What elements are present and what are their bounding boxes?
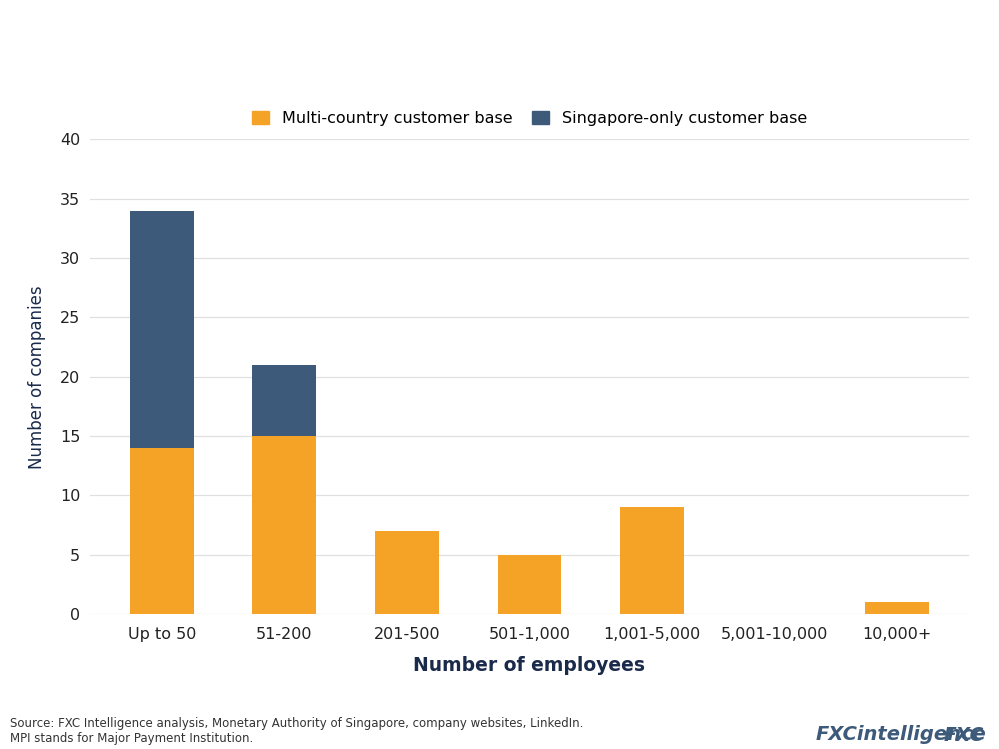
Text: B2B payments-focused Singapore MPI licensees by size: B2B payments-focused Singapore MPI licen… <box>101 28 999 56</box>
X-axis label: Number of employees: Number of employees <box>414 656 645 676</box>
Bar <box>130 448 194 614</box>
Legend: Multi-country customer base, Singapore-only customer base: Multi-country customer base, Singapore-o… <box>245 105 814 133</box>
Bar <box>130 210 194 448</box>
Bar <box>253 436 317 614</box>
Y-axis label: Number of companies: Number of companies <box>28 285 46 469</box>
Bar <box>253 365 317 436</box>
Bar <box>375 531 439 614</box>
Text: Among companies with multi-country and Singapore-only customer bases: Among companies with multi-country and S… <box>101 95 796 114</box>
Text: Source: FXC Intelligence analysis, Monetary Authority of Singapore, company webs: Source: FXC Intelligence analysis, Monet… <box>10 718 583 745</box>
Text: FXCintelligence: FXCintelligence <box>815 725 986 744</box>
Text: FXC: FXC <box>944 727 984 745</box>
Bar <box>865 602 929 614</box>
Bar <box>498 555 561 614</box>
Bar <box>620 507 684 614</box>
